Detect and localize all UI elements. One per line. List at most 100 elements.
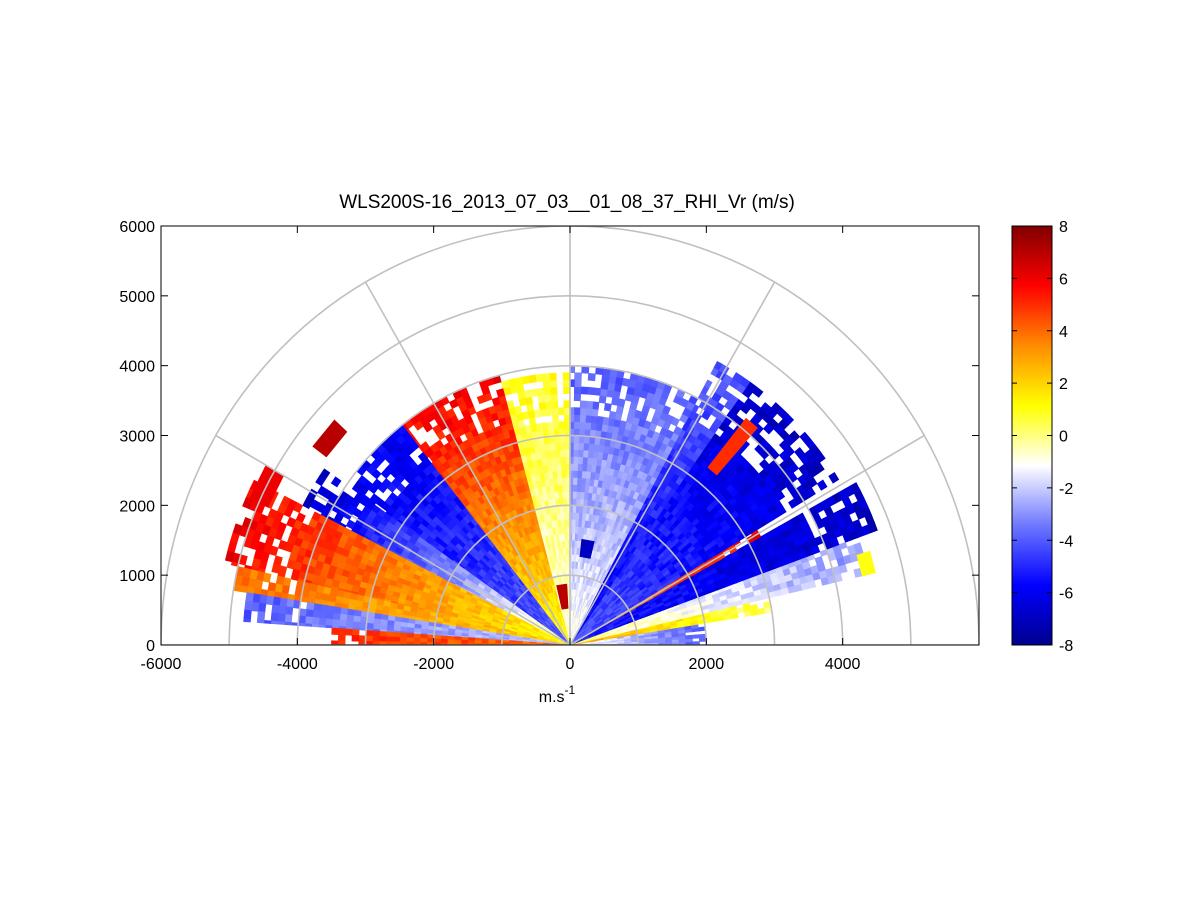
velocity-cell [440, 638, 448, 644]
velocity-cell [564, 428, 571, 436]
velocity-cell [582, 449, 589, 458]
velocity-cell [608, 410, 617, 420]
velocity-cell [263, 620, 272, 624]
velocity-cell [577, 463, 583, 472]
velocity-cell [573, 428, 580, 437]
velocity-cell [325, 611, 334, 620]
velocity-cell [351, 634, 360, 642]
velocity-cell [345, 620, 354, 628]
velocity-cell [358, 627, 367, 631]
velocity-cell [591, 408, 599, 417]
velocity-cell [572, 484, 578, 492]
velocity-cell [580, 386, 588, 395]
velocity-cell [559, 442, 566, 451]
velocity-cell [573, 435, 580, 443]
velocity-cell [685, 634, 693, 640]
velocity-cell [244, 600, 253, 612]
velocity-cell [555, 456, 562, 465]
velocity-cell [271, 604, 280, 614]
velocity-cell [558, 428, 565, 437]
velocity-cell [562, 379, 571, 388]
velocity-cell [372, 623, 381, 630]
velocity-cell [553, 435, 560, 444]
velocity-cell [339, 613, 348, 622]
velocity-cell [270, 612, 279, 622]
velocity-cell [572, 463, 579, 471]
velocity-cell [324, 624, 333, 629]
velocity-cell [561, 477, 567, 485]
velocity-cell [385, 636, 394, 643]
velocity-cell [352, 621, 361, 629]
velocity-cell [550, 400, 559, 409]
velocity-cell [352, 615, 361, 623]
velocity-cell [582, 456, 588, 465]
velocity-cell [319, 604, 328, 613]
velocity-cell [311, 623, 319, 628]
velocity-cell [575, 505, 580, 513]
velocity-cell [558, 421, 565, 430]
velocity-cell [406, 632, 414, 639]
velocity-cell [326, 605, 335, 614]
velocity-cell [563, 421, 571, 429]
velocity-cell [351, 629, 360, 636]
velocity-cell [318, 610, 328, 620]
velocity-cell [578, 435, 585, 444]
velocity-cell [587, 372, 596, 382]
velocity-cell [572, 456, 579, 464]
velocity-cell [378, 636, 387, 643]
velocity-cell [601, 374, 610, 383]
velocity-cell [500, 379, 510, 390]
velocity-cell [596, 415, 604, 425]
velocity-cell [543, 387, 552, 396]
velocity-cell [557, 407, 565, 416]
velocity-cell [585, 400, 594, 409]
velocity-cell [331, 627, 340, 635]
velocity-cell [551, 407, 559, 416]
velocity-cell [333, 606, 342, 615]
velocity-cell [577, 456, 584, 465]
velocity-cell [399, 626, 408, 633]
velocity-cell [732, 372, 744, 384]
velocity-cell [853, 542, 863, 553]
velocity-cell [582, 442, 590, 451]
velocity-cell [311, 616, 320, 626]
velocity-cell [757, 607, 766, 615]
velocity-cell [599, 388, 608, 397]
velocity-cell [440, 635, 448, 640]
velocity-cell [587, 443, 595, 452]
velocity-cell [379, 624, 388, 631]
velocity-cell [593, 387, 602, 396]
velocity-cell [560, 463, 566, 471]
velocity-cell [589, 422, 597, 431]
velocity-cell [284, 606, 294, 616]
velocity-cell [546, 421, 554, 431]
velocity-cell [541, 373, 551, 382]
velocity-cell [552, 421, 560, 430]
velocity-cell [573, 386, 582, 395]
velocity-cell [243, 618, 251, 623]
velocity-cell [799, 431, 811, 444]
velocity-cell [331, 619, 340, 627]
velocity-cell [304, 623, 313, 627]
velocity-cell [564, 435, 571, 443]
velocity-cell [585, 407, 593, 416]
velocity-cell [386, 624, 395, 632]
velocity-cell [406, 637, 414, 643]
velocity-cell [277, 621, 285, 625]
velocity-cell [297, 622, 306, 627]
velocity-cell [412, 637, 421, 643]
velocity-cell [413, 633, 421, 639]
velocity-cell [559, 449, 566, 458]
velocity-cell [572, 470, 578, 478]
velocity-cell [256, 619, 265, 624]
velocity-cell [284, 614, 293, 623]
velocity-cell [549, 379, 558, 388]
velocity-cell [419, 637, 428, 643]
velocity-cell [571, 532, 576, 541]
velocity-cell [267, 581, 277, 592]
velocity-cell [538, 401, 547, 410]
velocity-cell [318, 617, 327, 626]
velocity-cell [603, 402, 612, 412]
velocity-cell [433, 638, 441, 643]
